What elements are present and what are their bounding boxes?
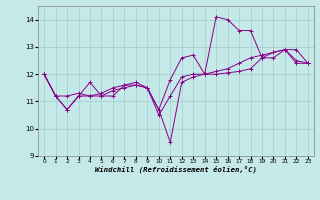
X-axis label: Windchill (Refroidissement éolien,°C): Windchill (Refroidissement éolien,°C): [95, 166, 257, 173]
